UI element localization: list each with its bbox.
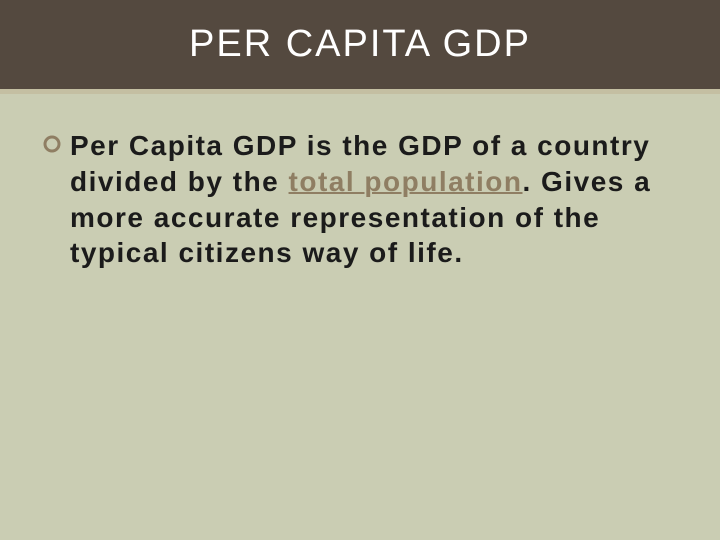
bullet-text: Per Capita GDP is the GDP of a country d… xyxy=(70,128,678,271)
bullet-item: Per Capita GDP is the GDP of a country d… xyxy=(42,128,678,271)
highlighted-term: total population xyxy=(289,166,523,197)
slide-title: PER CAPITA GDP xyxy=(189,23,531,66)
title-band: PER CAPITA GDP xyxy=(0,0,720,94)
bullet-circle-icon xyxy=(42,134,62,154)
slide-body: Per Capita GDP is the GDP of a country d… xyxy=(0,94,720,540)
slide: PER CAPITA GDP Per Capita GDP is the GDP… xyxy=(0,0,720,540)
